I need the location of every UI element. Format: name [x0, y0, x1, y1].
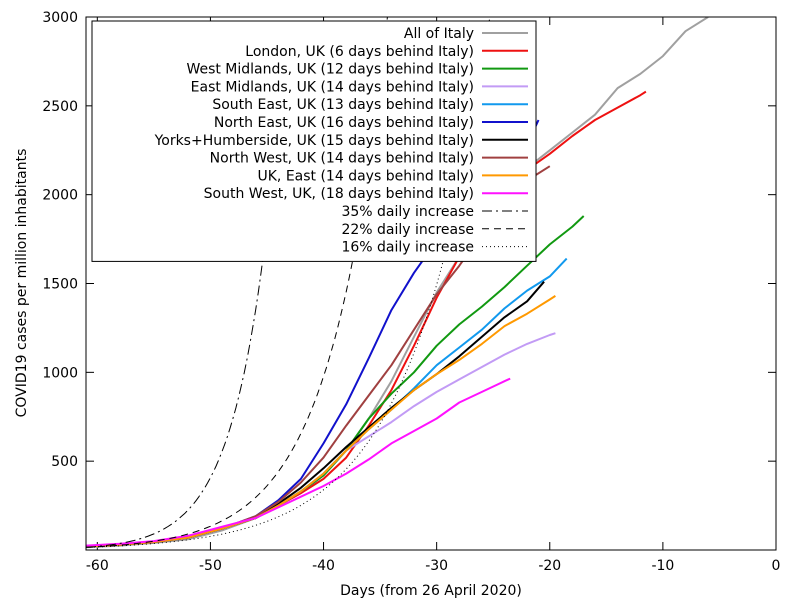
y-tick-label: 3000 — [42, 10, 78, 26]
series-line-0 — [86, 17, 709, 549]
series-line-9 — [86, 377, 511, 547]
series-line-10 — [86, 17, 287, 548]
y-tick-label: 500 — [51, 454, 78, 470]
y-tick-label: 2000 — [42, 188, 78, 204]
legend-label: South West, UK, (18 days behind Italy) — [204, 186, 474, 202]
legend-label: All of Italy — [404, 26, 474, 42]
series-line-3 — [86, 332, 556, 548]
y-tick-label: 1500 — [42, 277, 78, 293]
legend-label: East Midlands, UK (14 days behind Italy) — [191, 79, 474, 95]
legend-label: South East, UK (13 days behind Italy) — [212, 97, 474, 113]
x-tick-label: -20 — [538, 558, 561, 574]
series-line-2 — [86, 215, 585, 548]
plot-frame — [85, 16, 777, 551]
x-tick-label: -50 — [199, 558, 222, 574]
x-tick-label: 0 — [772, 558, 781, 574]
legend-label: London, UK (6 days behind Italy) — [245, 44, 474, 60]
x-tick-label: -40 — [312, 558, 335, 574]
legend-label: 35% daily increase — [341, 204, 474, 220]
legend-label: North East, UK (16 days behind Italy) — [214, 115, 474, 131]
x-tick-label: -60 — [86, 558, 109, 574]
legend-box — [91, 20, 537, 262]
x-axis-title: Days (from 26 April 2020) — [340, 583, 522, 599]
legend-label: Yorks+Humberside, UK (15 days behind Ita… — [154, 133, 474, 149]
x-tick-label: -10 — [651, 558, 674, 574]
y-tick-label: 2500 — [42, 99, 78, 115]
y-axis-title: COVID19 cases per million inhabitants — [14, 149, 30, 418]
x-tick-label: -30 — [425, 558, 448, 574]
series-line-11 — [86, 17, 388, 548]
series-line-4 — [86, 257, 568, 548]
y-tick-label: 1000 — [42, 365, 78, 381]
series-line-6 — [86, 281, 545, 548]
series-line-8 — [86, 295, 556, 548]
legend-label: UK, East (14 days behind Italy) — [257, 168, 474, 184]
legend-label: West Midlands, UK (12 days behind Italy) — [186, 62, 474, 78]
legend-label: 16% daily increase — [341, 240, 474, 256]
legend-label: North West, UK (14 days behind Italy) — [210, 151, 474, 167]
legend-label: 22% daily increase — [341, 222, 474, 238]
